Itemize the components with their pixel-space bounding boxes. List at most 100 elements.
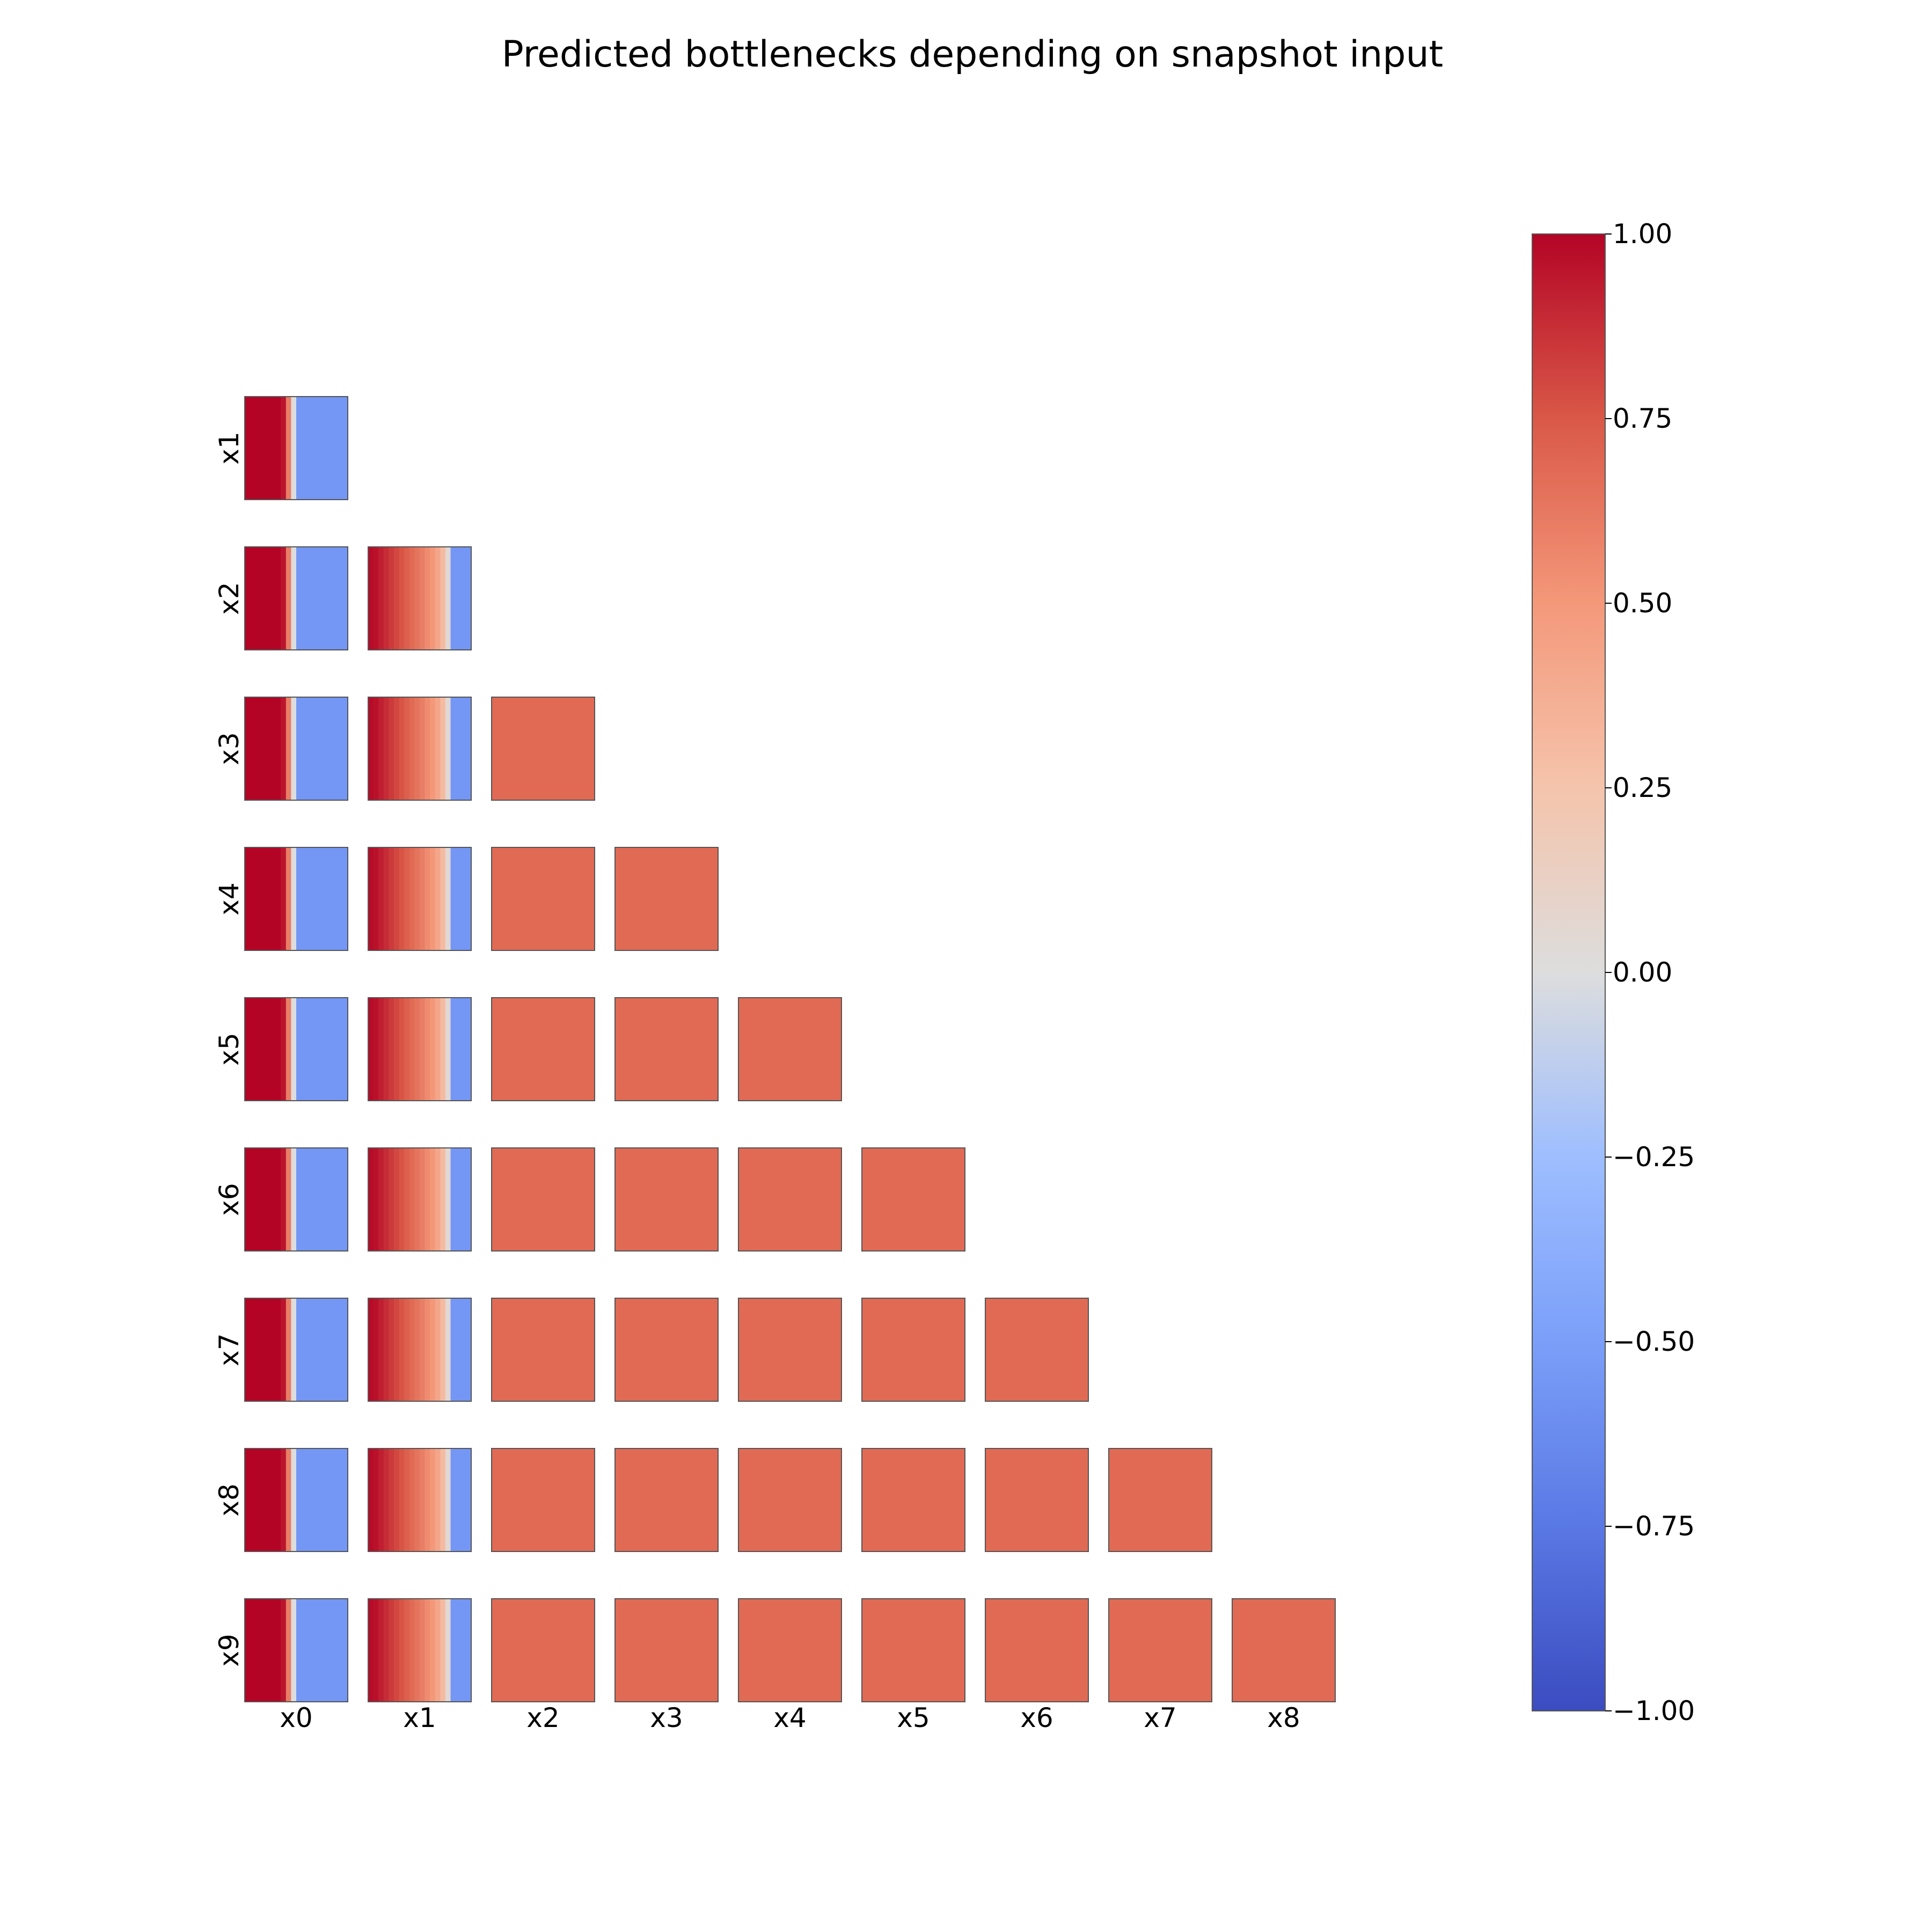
- column-label-x4: x4: [773, 1702, 806, 1733]
- heatmap-cell: [327, 1599, 333, 1702]
- panel-border: [368, 546, 472, 650]
- heatmap-cell: [260, 1298, 266, 1401]
- heatmap-panel-x7-x5: [861, 1298, 965, 1402]
- panel-border: [244, 697, 348, 801]
- heatmap-cell: [342, 998, 348, 1101]
- heatmap-cell: [404, 1148, 410, 1251]
- heatmap-panel-x9-x4: [738, 1598, 842, 1702]
- heatmap-cell: [466, 998, 472, 1101]
- heatmap-cell: [265, 397, 271, 500]
- heatmap-cell: [378, 1298, 384, 1401]
- heatmap-cell: [738, 1448, 841, 1552]
- heatmap-cell: [301, 847, 307, 950]
- row-label-x1: x1: [214, 431, 245, 464]
- heatmap-cell: [301, 1298, 307, 1401]
- heatmap-cell: [440, 1448, 446, 1552]
- panel-border: [244, 1147, 348, 1252]
- heatmap-cell: [306, 1298, 312, 1401]
- heatmap-cell: [456, 1148, 462, 1251]
- heatmap-cell: [291, 1599, 297, 1702]
- heatmap-cell: [399, 847, 405, 950]
- heatmap-cell: [281, 697, 287, 800]
- heatmap-cell: [445, 847, 451, 950]
- heatmap-cell: [460, 1448, 466, 1552]
- heatmap-cell: [383, 697, 389, 800]
- colorbar-tick-label: 0.75: [1613, 403, 1672, 434]
- heatmap-cell: [317, 1148, 323, 1251]
- heatmap-cell: [373, 1298, 379, 1401]
- heatmap-cell: [281, 1298, 287, 1401]
- heatmap-cell: [425, 1148, 430, 1251]
- heatmap-cell: [414, 847, 420, 950]
- heatmap-cell: [342, 697, 348, 800]
- heatmap-panel-x4-x3: [614, 847, 719, 951]
- heatmap-cell: [615, 1599, 718, 1702]
- panel-border: [491, 1598, 595, 1702]
- heatmap-cell: [255, 1298, 261, 1401]
- heatmap-panel-x2-x0: [244, 546, 348, 650]
- heatmap-cell: [409, 1448, 415, 1552]
- heatmap-cell: [342, 847, 348, 950]
- column-label-x5: x5: [897, 1702, 930, 1733]
- heatmap-cell: [420, 1148, 426, 1251]
- heatmap-cell: [286, 1599, 291, 1702]
- heatmap-cell: [373, 847, 379, 950]
- colorbar-tick-label: 0.50: [1613, 588, 1672, 619]
- heatmap-cell: [306, 697, 312, 800]
- heatmap-cell: [275, 697, 281, 800]
- heatmap-cell: [456, 697, 462, 800]
- heatmap-panel-x8-x7: [1108, 1448, 1212, 1552]
- panel-border: [738, 1298, 842, 1402]
- heatmap-cell: [322, 1599, 328, 1702]
- heatmap-panel-x9-x2: [491, 1598, 595, 1702]
- heatmap-cell: [317, 397, 323, 500]
- colorbar-tick-label: −1.00: [1613, 1695, 1695, 1726]
- heatmap-cell: [399, 1298, 405, 1401]
- row-labels: x1 x2 x3 x4 x5 x6 x7 x8 x9: [214, 431, 245, 1666]
- heatmap-cell: [260, 397, 266, 500]
- heatmap-cell: [245, 1298, 251, 1401]
- panel-border: [491, 997, 595, 1101]
- heatmap-cell: [368, 998, 374, 1101]
- heatmap-cell: [460, 697, 466, 800]
- heatmap-cell: [440, 697, 446, 800]
- heatmap-cell: [255, 547, 261, 650]
- heatmap-cell: [440, 1148, 446, 1251]
- heatmap-cell: [281, 397, 287, 500]
- heatmap-cell: [337, 1599, 343, 1702]
- heatmap-cell: [296, 397, 302, 500]
- heatmap-cell: [404, 547, 410, 650]
- heatmap-cell: [275, 1298, 281, 1401]
- heatmap-cell: [394, 697, 400, 800]
- panel-border: [985, 1598, 1089, 1702]
- panel-border: [368, 1598, 472, 1702]
- heatmap-cell: [250, 1448, 255, 1552]
- heatmap-cell: [322, 1298, 328, 1401]
- heatmap-cell: [291, 397, 297, 500]
- panel-border: [368, 997, 472, 1101]
- heatmap-cell: [435, 547, 441, 650]
- heatmap-cell: [460, 547, 466, 650]
- heatmap-cell: [425, 697, 430, 800]
- heatmap-cell: [275, 397, 281, 500]
- heatmap-cell: [430, 1599, 436, 1702]
- heatmap-cell: [414, 547, 420, 650]
- panel-border: [614, 1448, 719, 1552]
- heatmap-cell: [389, 1298, 394, 1401]
- heatmap-cell: [327, 1298, 333, 1401]
- heatmap-panel-x6-x3: [614, 1147, 719, 1252]
- heatmap-cell: [450, 847, 456, 950]
- heatmap-cell: [296, 1599, 302, 1702]
- heatmap-panel-x9-x7: [1108, 1598, 1212, 1702]
- heatmap-cell: [430, 998, 436, 1101]
- heatmap-cell: [368, 1148, 374, 1251]
- heatmap-panel-x8-x1: [368, 1448, 472, 1552]
- heatmap-cell: [250, 697, 255, 800]
- heatmap-cell: [435, 847, 441, 950]
- heatmap-cell: [265, 697, 271, 800]
- heatmap-cell: [440, 1599, 446, 1702]
- heatmap-cell: [389, 1599, 394, 1702]
- heatmap-panel-x9-x3: [614, 1598, 719, 1702]
- heatmap-panel-x1-x0: [244, 396, 348, 500]
